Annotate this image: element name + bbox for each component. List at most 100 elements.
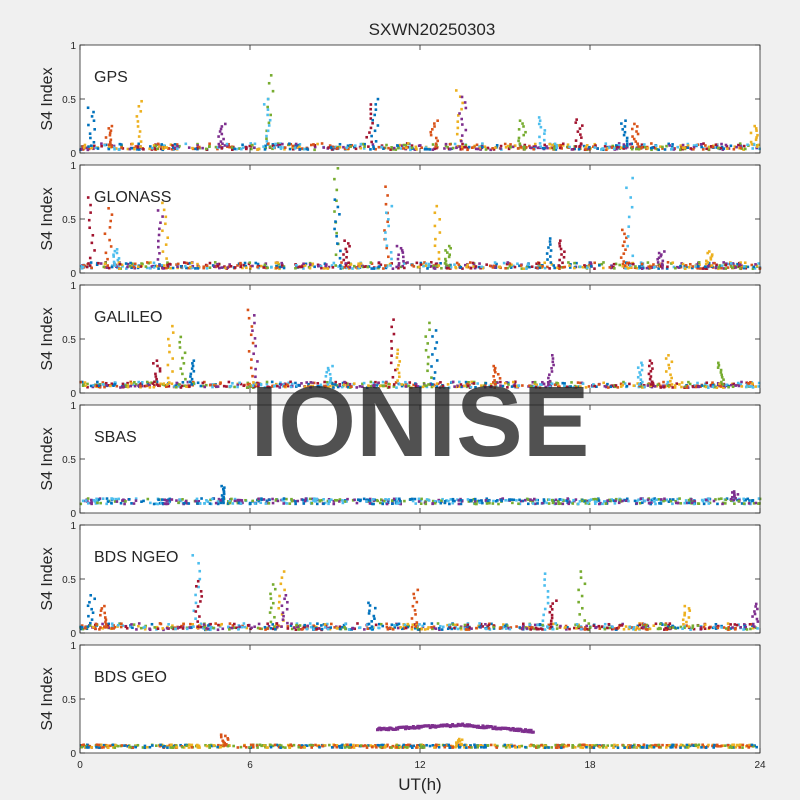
data-point xyxy=(176,144,179,148)
spike-point xyxy=(171,357,175,360)
data-point xyxy=(288,746,292,749)
data-point xyxy=(485,263,488,266)
data-point xyxy=(338,746,342,749)
data-point xyxy=(532,385,536,389)
spike-point xyxy=(370,620,374,623)
data-point xyxy=(380,743,384,747)
data-point xyxy=(459,383,463,386)
spike-point xyxy=(367,145,370,148)
spike-point xyxy=(90,607,93,611)
data-point xyxy=(661,266,664,270)
spike-point xyxy=(196,625,200,628)
data-point xyxy=(663,497,666,501)
data-point xyxy=(650,746,654,749)
data-point xyxy=(464,145,467,149)
data-point xyxy=(439,624,442,628)
data-point xyxy=(519,145,523,149)
data-point xyxy=(550,382,554,386)
data-point xyxy=(217,623,220,627)
data-point xyxy=(340,385,344,389)
data-point xyxy=(661,743,664,747)
spike-point xyxy=(430,365,433,368)
data-point xyxy=(673,384,677,387)
data-point xyxy=(153,384,156,387)
data-point xyxy=(691,624,695,628)
data-point xyxy=(276,499,280,503)
data-point xyxy=(97,261,100,265)
spike-point xyxy=(104,623,108,626)
spike-point xyxy=(463,101,467,104)
spike-point xyxy=(577,600,580,604)
data-point xyxy=(111,743,115,747)
spike-point xyxy=(184,377,187,381)
data-point xyxy=(420,627,424,631)
data-point xyxy=(526,502,530,506)
spike-point xyxy=(623,264,627,267)
data-point xyxy=(162,144,166,147)
data-point xyxy=(308,263,312,266)
data-point xyxy=(666,625,670,629)
data-point xyxy=(699,627,703,631)
spike-point xyxy=(373,606,377,610)
spike-point xyxy=(549,605,553,608)
data-point xyxy=(550,263,554,266)
spike-point xyxy=(223,486,226,489)
spike-point xyxy=(579,570,583,573)
data-point xyxy=(650,142,653,145)
data-point xyxy=(576,502,580,506)
data-point xyxy=(365,744,369,748)
data-point xyxy=(279,145,282,149)
spike-point xyxy=(269,597,273,600)
data-point xyxy=(152,144,156,147)
spike-point xyxy=(682,623,685,626)
data-point xyxy=(724,263,728,267)
data-point xyxy=(293,147,297,150)
data-point xyxy=(450,147,454,151)
data-point xyxy=(440,628,444,631)
data-point xyxy=(567,261,570,264)
spike-point xyxy=(397,363,400,367)
data-point xyxy=(426,627,430,631)
data-point xyxy=(271,497,274,501)
data-point xyxy=(254,261,258,265)
data-point xyxy=(525,146,528,149)
data-point xyxy=(589,265,593,268)
spike-point xyxy=(415,600,419,604)
data-point xyxy=(472,498,476,501)
data-point xyxy=(345,146,349,149)
data-point xyxy=(497,502,500,506)
data-point xyxy=(444,142,448,146)
data-point xyxy=(579,385,582,388)
spike-point xyxy=(685,620,688,624)
data-point xyxy=(208,261,212,265)
spike-point xyxy=(346,242,350,245)
data-point xyxy=(443,745,447,749)
spike-point xyxy=(152,362,155,365)
spike-point xyxy=(342,258,346,262)
data-point xyxy=(124,744,128,747)
spike-point xyxy=(751,622,755,626)
data-point xyxy=(351,626,354,630)
data-point xyxy=(722,261,725,264)
data-point xyxy=(419,385,422,389)
data-point xyxy=(732,743,736,747)
data-point xyxy=(478,501,482,505)
data-point xyxy=(113,147,116,151)
data-point xyxy=(249,746,253,749)
data-point xyxy=(432,625,436,629)
spike-point xyxy=(365,135,368,139)
data-point xyxy=(288,147,292,151)
data-point xyxy=(575,627,578,630)
data-point xyxy=(642,743,646,747)
data-point xyxy=(625,265,628,269)
data-point xyxy=(628,382,631,386)
data-point xyxy=(696,264,700,268)
spike-point xyxy=(546,601,550,605)
data-point xyxy=(312,499,315,502)
data-point xyxy=(399,626,402,629)
data-point xyxy=(222,384,226,388)
data-point xyxy=(181,498,184,501)
data-point xyxy=(681,627,684,631)
data-point xyxy=(646,146,649,150)
data-point xyxy=(604,142,608,145)
